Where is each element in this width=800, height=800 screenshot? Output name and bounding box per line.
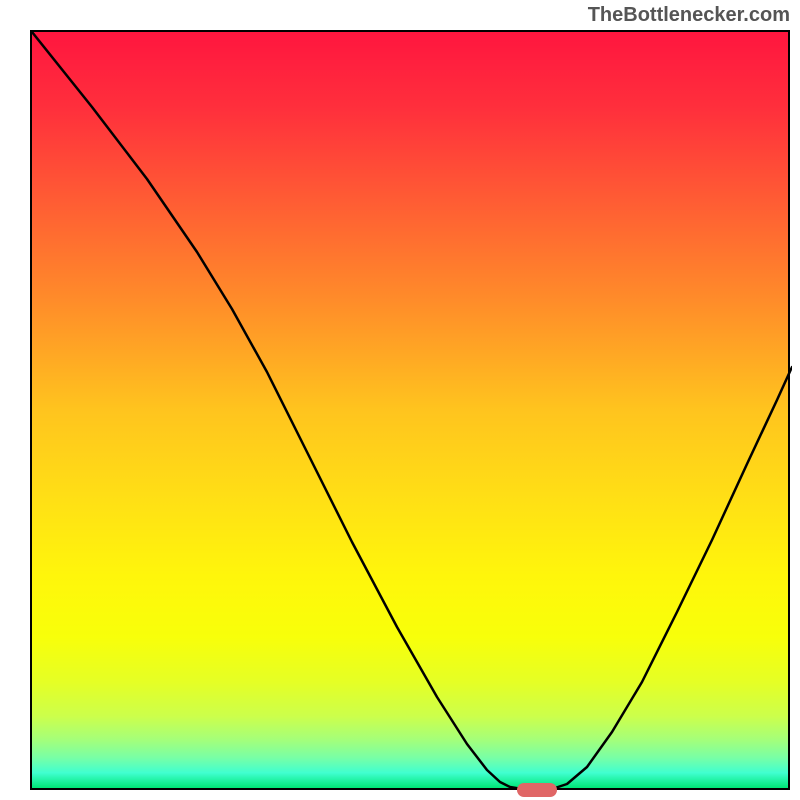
plot-area xyxy=(30,30,790,790)
chart-container: TheBottlenecker.com xyxy=(0,0,800,800)
watermark-text: TheBottlenecker.com xyxy=(588,4,790,27)
bottleneck-marker xyxy=(517,783,557,797)
curve-svg xyxy=(32,32,792,792)
